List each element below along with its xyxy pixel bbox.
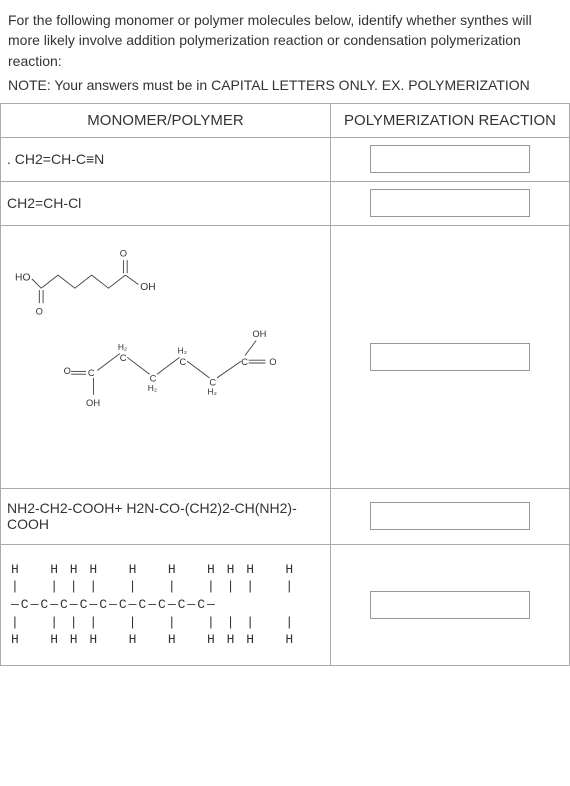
svg-text:C: C (180, 357, 187, 367)
answer-cell (331, 544, 570, 665)
answer-input-1[interactable] (370, 145, 530, 173)
answer-input-2[interactable] (370, 189, 530, 217)
polymerization-table: MONOMER/POLYMER POLYMERIZATION REACTION … (0, 103, 570, 666)
svg-text:OH: OH (140, 282, 155, 293)
header-monomer: MONOMER/POLYMER (1, 103, 331, 137)
svg-text:HO: HO (15, 273, 30, 284)
answer-cell (331, 137, 570, 181)
monomer-diagram-cell: HO O O OH (1, 225, 331, 488)
note-text: NOTE: Your answers must be in CAPITAL LE… (0, 77, 570, 103)
answer-cell (331, 225, 570, 488)
header-reaction: POLYMERIZATION REACTION (331, 103, 570, 137)
svg-text:H₂: H₂ (208, 387, 217, 397)
svg-text:OH: OH (86, 398, 100, 408)
answer-input-4[interactable] (370, 502, 530, 530)
carbon-chain-cell: H H H H H H H H H H | | | | | | | | | | … (1, 544, 331, 665)
answer-input-5[interactable] (370, 591, 530, 619)
answer-cell (331, 181, 570, 225)
svg-text:OH: OH (252, 329, 266, 339)
svg-text:C: C (88, 368, 95, 378)
svg-text:O: O (36, 306, 43, 316)
table-row: . CH2=CH-C≡N (1, 137, 570, 181)
svg-text:H₂: H₂ (118, 342, 127, 352)
svg-text:H₂: H₂ (148, 383, 157, 393)
carbon-chain-diagram: H H H H H H H H H H | | | | | | | | | | … (7, 553, 324, 657)
table-row: CH2=CH-Cl (1, 181, 570, 225)
svg-text:H₂: H₂ (178, 346, 187, 356)
monomer-cell: . CH2=CH-C≡N (1, 137, 331, 181)
intro-text: For the following monomer or polymer mol… (0, 0, 570, 77)
answer-input-3[interactable] (370, 343, 530, 371)
table-row: H H H H H H H H H H | | | | | | | | | | … (1, 544, 570, 665)
table-row: NH2-CH2-COOH+ H2N-CO-(CH2)2-CH(NH2)-COOH (1, 488, 570, 544)
monomer-cell: NH2-CH2-COOH+ H2N-CO-(CH2)2-CH(NH2)-COOH (1, 488, 331, 544)
svg-text:C: C (120, 353, 127, 363)
molecule-diagram: HO O O OH (7, 234, 324, 477)
table-row: HO O O OH (1, 225, 570, 488)
answer-cell (331, 488, 570, 544)
svg-text:C: C (241, 357, 248, 367)
svg-text:O: O (64, 366, 71, 376)
monomer-cell: CH2=CH-Cl (1, 181, 331, 225)
svg-text:O: O (120, 248, 127, 258)
svg-text:O: O (269, 357, 276, 367)
